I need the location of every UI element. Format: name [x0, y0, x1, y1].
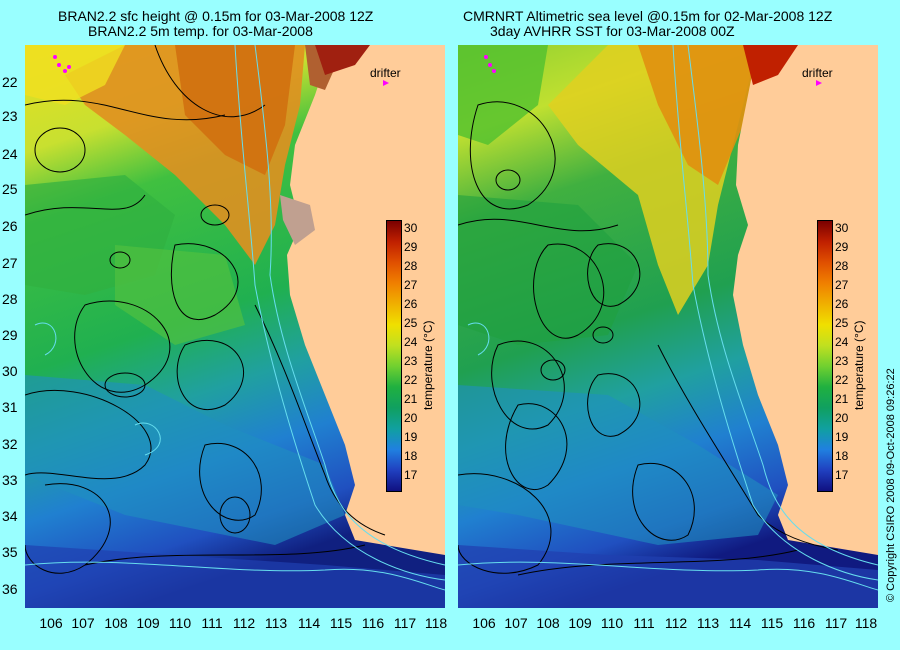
- colorbar-label: 25: [404, 316, 418, 330]
- x-label: 109: [136, 615, 160, 631]
- colorbar-label: 17: [835, 468, 849, 482]
- left-colorbar: [386, 220, 402, 492]
- x-label: 117: [824, 615, 848, 631]
- colorbar-label: 25: [835, 316, 849, 330]
- colorbar-label: 27: [835, 278, 849, 292]
- y-label: 35: [2, 544, 18, 560]
- colorbar-label: 19: [835, 430, 849, 444]
- colorbar-label: 30: [835, 221, 849, 235]
- colorbar-label: 20: [835, 411, 849, 425]
- y-label: 22: [2, 74, 18, 90]
- x-label: 115: [329, 615, 353, 631]
- y-label: 24: [2, 146, 18, 162]
- x-label: 116: [361, 615, 385, 631]
- x-label: 110: [168, 615, 192, 631]
- colorbar-label: 24: [404, 335, 418, 349]
- colorbar-label: 23: [404, 354, 418, 368]
- y-label: 34: [2, 508, 18, 524]
- x-label: 106: [39, 615, 63, 631]
- y-label: 27: [2, 255, 18, 271]
- colorbar-label: 29: [404, 240, 418, 254]
- y-label: 30: [2, 363, 18, 379]
- y-label: 25: [2, 181, 18, 197]
- y-label: 36: [2, 581, 18, 597]
- x-label: 114: [297, 615, 321, 631]
- x-label: 108: [536, 615, 560, 631]
- x-label: 111: [201, 615, 223, 631]
- y-label: 26: [2, 218, 18, 234]
- x-label: 112: [664, 615, 688, 631]
- y-label: 33: [2, 472, 18, 488]
- colorbar-label: 21: [404, 392, 418, 406]
- x-label: 118: [854, 615, 878, 631]
- colorbar-label: 20: [404, 411, 418, 425]
- colorbar-label: 28: [404, 259, 418, 273]
- y-label: 23: [2, 108, 18, 124]
- colorbar-label: 17: [404, 468, 418, 482]
- y-label: 32: [2, 436, 18, 452]
- y-label: 31: [2, 399, 18, 415]
- right-map-graphic: [458, 45, 878, 608]
- colorbar-label: 22: [835, 373, 849, 387]
- colorbar-label: 22: [404, 373, 418, 387]
- x-label: 109: [568, 615, 592, 631]
- right-drifter-label: drifter: [802, 66, 833, 80]
- colorbar-label: 21: [835, 392, 849, 406]
- colorbar-label: 23: [835, 354, 849, 368]
- x-label: 107: [71, 615, 95, 631]
- left-title-line1: BRAN2.2 sfc height @ 0.15m for 03-Mar-20…: [58, 8, 374, 24]
- x-label: 110: [600, 615, 624, 631]
- x-label: 107: [504, 615, 528, 631]
- colorbar-label: 30: [404, 221, 418, 235]
- colorbar-label: 26: [835, 297, 849, 311]
- x-label: 108: [104, 615, 128, 631]
- x-label: 117: [393, 615, 417, 631]
- x-label: 115: [760, 615, 784, 631]
- colorbar-label: 24: [835, 335, 849, 349]
- x-label: 113: [264, 615, 288, 631]
- right-colorbar-unit: temperature (°C): [852, 320, 866, 411]
- colorbar-label: 18: [404, 449, 418, 463]
- left-drifter-label: drifter: [370, 66, 401, 80]
- right-title-line2: 3day AVHRR SST for 03-Mar-2008 00Z: [490, 23, 735, 39]
- x-label: 118: [424, 615, 448, 631]
- colorbar-label: 28: [835, 259, 849, 273]
- x-label: 106: [472, 615, 496, 631]
- x-label: 111: [633, 615, 655, 631]
- x-label: 112: [232, 615, 256, 631]
- left-map-graphic: [25, 45, 445, 608]
- x-label: 114: [728, 615, 752, 631]
- colorbar-label: 19: [404, 430, 418, 444]
- copyright-credit: © Copyright CSIRO 2008 09-Oct-2008 09:26…: [885, 368, 897, 602]
- left-colorbar-unit: temperature (°C): [421, 320, 435, 411]
- colorbar-label: 27: [404, 278, 418, 292]
- right-map-panel: [458, 45, 878, 608]
- colorbar-label: 18: [835, 449, 849, 463]
- y-label: 29: [2, 327, 18, 343]
- right-colorbar: [817, 220, 833, 492]
- x-label: 113: [696, 615, 720, 631]
- right-title-line1: CMRNRT Altimetric sea level @0.15m for 0…: [463, 8, 833, 24]
- colorbar-label: 29: [835, 240, 849, 254]
- colorbar-label: 26: [404, 297, 418, 311]
- left-title-line2: BRAN2.2 5m temp. for 03-Mar-2008: [88, 23, 313, 39]
- y-label: 28: [2, 291, 18, 307]
- x-label: 116: [792, 615, 816, 631]
- left-map-panel: [25, 45, 445, 608]
